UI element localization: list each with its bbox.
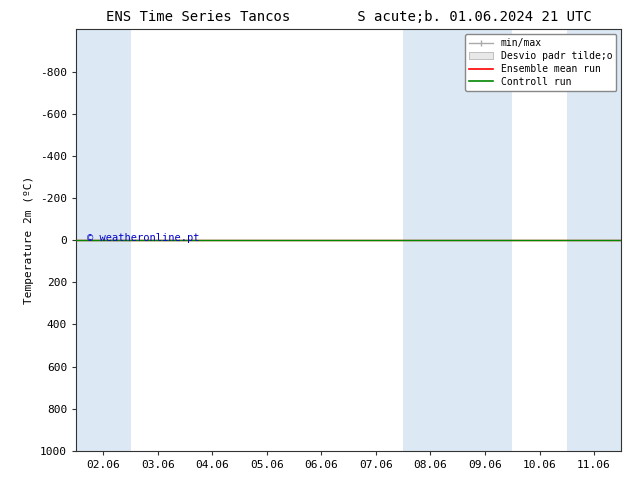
- Legend: min/max, Desvio padr tilde;o, Ensemble mean run, Controll run: min/max, Desvio padr tilde;o, Ensemble m…: [465, 34, 616, 91]
- Text: © weatheronline.pt: © weatheronline.pt: [87, 233, 200, 243]
- Bar: [567, 29, 621, 451]
- Y-axis label: Temperature 2m (ºC): Temperature 2m (ºC): [25, 176, 34, 304]
- Bar: [403, 29, 512, 451]
- Bar: [76, 29, 131, 451]
- Title: ENS Time Series Tancos        S acute;b. 01.06.2024 21 UTC: ENS Time Series Tancos S acute;b. 01.06.…: [106, 10, 592, 24]
